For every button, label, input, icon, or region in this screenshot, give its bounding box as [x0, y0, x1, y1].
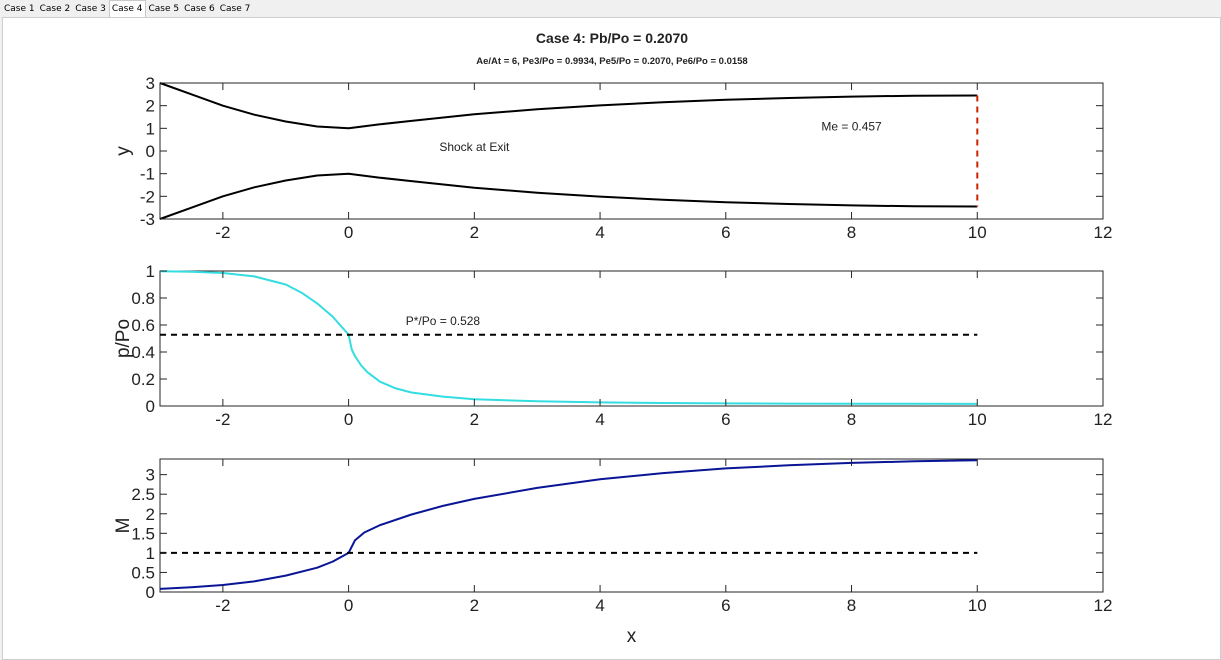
figure-panel: Case 4: Pb/Po = 0.2070 Ae/At = 6, Pe3/Po… — [2, 17, 1221, 660]
y-tick-label: 2 — [146, 505, 155, 524]
x-tick-label: 0 — [344, 223, 353, 242]
y-tick-label: -1 — [140, 165, 155, 184]
y-tick-label: 0.8 — [131, 289, 155, 308]
y-tick-label: 3 — [146, 466, 155, 485]
annotation: Me = 0.457 — [821, 120, 882, 134]
y-tick-label: -3 — [140, 210, 155, 229]
series-mach — [159, 459, 978, 590]
annotation: P*/Po = 0.528 — [406, 314, 481, 328]
y-tick-label: 0.4 — [131, 343, 155, 362]
axes-box-3 — [159, 458, 1104, 593]
y-axis-label: M — [113, 518, 134, 534]
x-tick-label: 12 — [1094, 223, 1113, 242]
x-tick-label: 8 — [847, 410, 856, 429]
x-tick-label: -2 — [215, 223, 230, 242]
x-tick-label: -2 — [215, 410, 230, 429]
x-tick-label: 6 — [721, 223, 730, 242]
y-tick-label: 1 — [146, 262, 155, 281]
y-tick-label: 0.2 — [131, 370, 155, 389]
x-tick-label: 2 — [470, 596, 479, 615]
x-tick-label: 10 — [968, 410, 987, 429]
y-tick-label: 2 — [146, 97, 155, 116]
tab-case-7[interactable]: Case 7 — [219, 4, 251, 14]
tab-case-4[interactable]: Case 4 — [108, 0, 146, 17]
y-tick-label: 0 — [146, 583, 155, 602]
tab-case-1[interactable]: Case 1 — [4, 4, 35, 14]
y-tick-label: 0 — [146, 142, 155, 161]
figure-subtitle: Ae/At = 6, Pe3/Po = 0.9934, Pe5/Po = 0.2… — [476, 56, 747, 67]
plot-2: -2 0 2 4 6 8 10 12 0 0.2 0.4 0.6 0.8 1 p/Po P*/Po = 0.5… — [113, 262, 1112, 429]
x-tick-label: 4 — [595, 596, 604, 615]
x-tick-label: 2 — [470, 410, 479, 429]
figure-title: Case 4: Pb/Po = 0.2070 — [536, 30, 688, 46]
x-tick-label: 12 — [1094, 596, 1113, 615]
series-upper-wall — [159, 82, 978, 130]
x-tick-label: 8 — [847, 596, 856, 615]
x-tick-label: 6 — [721, 596, 730, 615]
figure-canvas: Case 4: Pb/Po = 0.2070 Ae/At = 6, Pe3/Po… — [113, 30, 1113, 647]
y-tick-label: 1.5 — [131, 524, 155, 543]
x-tick-label: 8 — [847, 223, 856, 242]
x-tick-label: 4 — [595, 223, 604, 242]
tab-case-5[interactable]: Case 5 — [148, 4, 180, 14]
y-tick-label: 0.5 — [131, 563, 155, 582]
y-tick-label: 2.5 — [131, 485, 155, 504]
y-tick-label: 0.6 — [131, 316, 155, 335]
tab-case-3[interactable]: Case 3 — [75, 4, 106, 14]
x-tick-label: 2 — [470, 223, 479, 242]
y-tick-label: 0 — [146, 397, 155, 416]
x-tick-label: 6 — [721, 410, 730, 429]
y-tick-label: 1 — [146, 119, 155, 138]
x-tick-label: 0 — [344, 410, 353, 429]
series-lower-wall — [159, 172, 978, 220]
y-tick-label: 3 — [146, 74, 155, 93]
x-tick-label: 0 — [344, 596, 353, 615]
annotation: Shock at Exit — [439, 140, 510, 154]
x-axis-label: x — [627, 626, 637, 647]
tab-case-6[interactable]: Case 6 — [184, 4, 215, 14]
axes-box-1 — [159, 82, 1104, 220]
x-tick-label: 12 — [1094, 410, 1113, 429]
y-tick-label: -2 — [140, 187, 155, 206]
x-tick-label: -2 — [215, 596, 230, 615]
x-tick-label: 4 — [595, 410, 604, 429]
y-axis-label: y — [113, 146, 134, 156]
x-tick-label: 10 — [968, 223, 987, 242]
y-axis-label: p/Po — [113, 319, 134, 358]
axes-box-2 — [159, 270, 1104, 407]
x-tick-label: 10 — [968, 596, 987, 615]
y-tick-label: 1 — [146, 544, 155, 563]
series-pressure — [159, 270, 978, 405]
tab-case-2[interactable]: Case 2 — [39, 4, 71, 14]
tab-bar: Case 1 Case 2 Case 3 Case 4 Case 5 Case 6 Case… — [0, 0, 1221, 18]
